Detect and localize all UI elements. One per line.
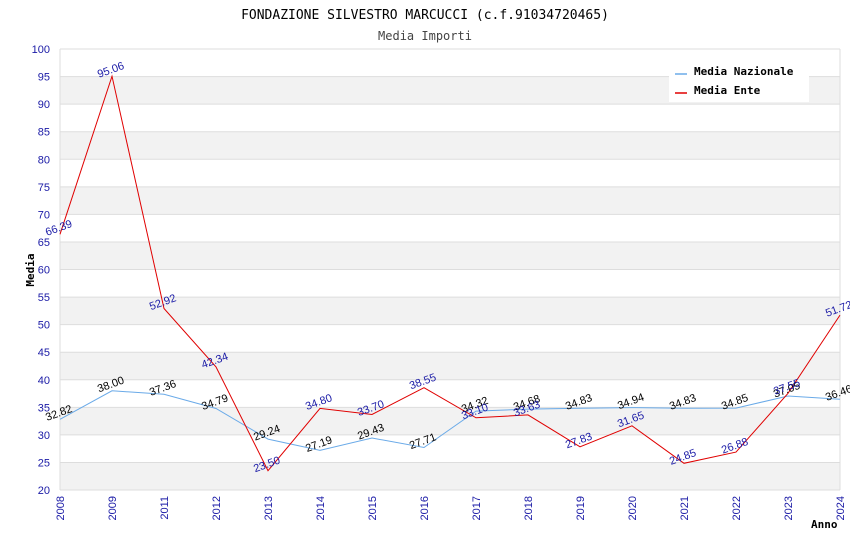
y-tick-label: 30: [38, 430, 50, 442]
x-tick-label: 2013: [263, 496, 275, 520]
y-axis-label: Media: [24, 253, 37, 286]
y-tick-label: 50: [38, 320, 50, 332]
x-axis-label: Anno: [811, 518, 838, 531]
y-tick-label: 85: [38, 127, 50, 139]
plot-band: [60, 462, 840, 490]
x-tick-label: 2023: [783, 496, 795, 520]
y-axis-ticks: 20 25 30 35 40 45 50 55 60 65 70 75 80 85 90 95 100: [32, 44, 50, 497]
series-line-ente: [59, 74, 841, 472]
plot-band: [60, 297, 840, 325]
x-tick-label: 2020: [627, 496, 639, 520]
plot-band: [60, 241, 840, 270]
y-tick-label: 95: [38, 72, 50, 84]
x-tick-label: 2017: [471, 496, 483, 520]
x-tick-label: 2012: [211, 496, 223, 520]
y-tick-label: 60: [38, 265, 50, 277]
y-tick-label: 55: [38, 292, 50, 304]
plot-band: [60, 159, 840, 187]
y-tick-label: 80: [38, 154, 50, 166]
x-tick-label: 2022: [731, 496, 743, 520]
plot-band: [60, 131, 840, 160]
x-tick-label: 2016: [419, 496, 431, 520]
plot-band: [60, 352, 840, 380]
y-tick-label: 70: [38, 209, 50, 221]
plot-band: [60, 407, 840, 435]
plot-band: [60, 214, 840, 242]
y-tick-label: 100: [32, 44, 50, 56]
y-tick-label: 20: [38, 485, 50, 497]
legend-label-ente: Media Ente: [694, 84, 761, 97]
plot-band: [60, 324, 840, 353]
y-tick-label: 40: [38, 375, 50, 387]
x-tick-label: 2024: [835, 496, 847, 520]
y-tick-label: 45: [38, 347, 50, 359]
plot-band: [60, 186, 840, 215]
legend-box: [669, 60, 809, 102]
y-tick-label: 25: [38, 457, 50, 469]
plot-band: [60, 104, 840, 132]
x-tick-label: 2015: [367, 496, 379, 520]
y-tick-label: 90: [38, 99, 50, 111]
legend-label-nazionale: Media Nazionale: [694, 65, 794, 78]
chart-title: FONDAZIONE SILVESTRO MARCUCCI (c.f.91034…: [241, 8, 609, 23]
x-tick-label: 2018: [523, 496, 535, 520]
x-axis-ticks: 2008 2009 2011 2012 2013 2014 2015 2016 2017 2018…: [55, 496, 847, 520]
x-tick-label: 2009: [107, 496, 119, 520]
plot-bands: [59, 48, 841, 491]
x-tick-label: 2008: [55, 496, 67, 520]
plot-band: [60, 269, 840, 298]
legend: Media Nazionale Media Ente: [669, 60, 809, 102]
x-tick-label: 2021: [679, 496, 691, 520]
chart-subtitle: Media Importi: [378, 29, 472, 43]
y-tick-label: 65: [38, 237, 50, 249]
y-tick-label: 35: [38, 402, 50, 414]
x-tick-label: 2011: [159, 496, 171, 520]
x-tick-label: 2019: [575, 496, 587, 520]
y-tick-label: 75: [38, 182, 50, 194]
x-tick-label: 2014: [315, 496, 327, 520]
series-line-nazionale: [59, 390, 841, 451]
series-lines: [59, 74, 841, 472]
